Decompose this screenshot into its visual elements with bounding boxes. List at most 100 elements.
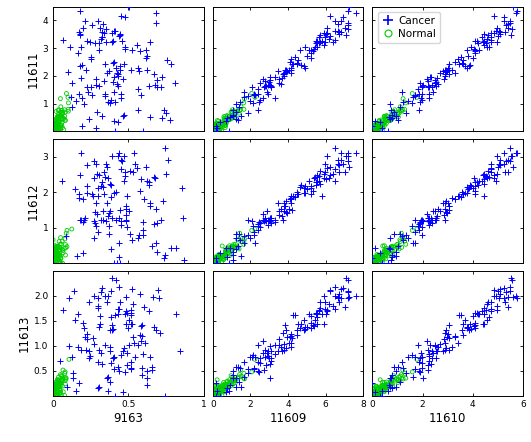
Point (463, 325, 471, 332)
Point (108, 325, 117, 332)
Point (231, 243, 239, 250)
Point (441, 200, 450, 207)
Point (50, 258, 58, 265)
Point (389, 114, 397, 121)
Point (487, 36, 495, 43)
Point (459, 321, 467, 328)
Point (224, 388, 233, 395)
Point (378, 121, 387, 128)
Point (375, 121, 383, 128)
Point (218, 255, 227, 262)
Point (479, 172, 487, 179)
Point (373, 389, 381, 396)
Point (369, 128, 377, 135)
Point (95, 47, 103, 54)
Point (209, 392, 217, 399)
Point (215, 257, 223, 264)
Point (474, 310, 482, 317)
Point (210, 388, 219, 395)
Point (219, 385, 227, 392)
Point (337, 295, 345, 302)
Point (381, 113, 390, 120)
Point (67, 94, 75, 101)
Point (232, 383, 240, 390)
Point (369, 257, 377, 264)
Point (228, 106, 237, 113)
Point (158, 114, 167, 122)
Point (415, 90, 424, 97)
Point (49, 260, 57, 267)
Point (286, 193, 295, 200)
Point (254, 358, 263, 365)
Point (108, 59, 117, 66)
X-axis label: 9163: 9163 (114, 412, 143, 425)
Point (70, 288, 78, 295)
Point (116, 221, 125, 229)
Point (381, 252, 390, 259)
Point (235, 378, 243, 385)
Point (56, 251, 64, 259)
Point (386, 245, 395, 252)
Point (473, 309, 481, 316)
Point (143, 52, 151, 59)
Point (209, 389, 217, 396)
Point (217, 252, 225, 259)
Point (424, 95, 433, 102)
Point (451, 58, 459, 65)
Point (103, 164, 112, 171)
Point (51, 392, 59, 399)
Point (87, 56, 95, 63)
Point (145, 113, 154, 120)
Point (219, 379, 228, 386)
Point (65, 294, 73, 301)
Point (49, 254, 57, 261)
Point (215, 254, 223, 261)
Point (209, 389, 217, 396)
Point (378, 252, 387, 259)
Point (53, 388, 61, 395)
Point (56, 234, 65, 241)
Point (513, 294, 521, 301)
Point (179, 215, 187, 222)
Point (142, 163, 151, 170)
Point (382, 385, 390, 392)
Point (373, 251, 381, 258)
Point (49, 128, 57, 135)
Point (213, 254, 222, 261)
Point (215, 128, 224, 135)
Point (122, 205, 131, 212)
Point (280, 200, 288, 207)
Point (221, 247, 230, 254)
Point (331, 17, 340, 24)
Point (84, 116, 93, 123)
Point (98, 361, 107, 368)
Point (470, 38, 479, 45)
Point (112, 277, 121, 284)
Point (52, 248, 61, 255)
Point (379, 385, 387, 392)
Point (500, 17, 509, 24)
Point (264, 354, 273, 362)
Point (256, 96, 265, 103)
Point (291, 53, 299, 60)
Point (316, 32, 324, 39)
Point (426, 361, 435, 368)
Point (479, 38, 487, 45)
Point (326, 288, 335, 295)
Point (248, 353, 256, 360)
Point (321, 38, 330, 46)
Point (250, 91, 258, 98)
Point (212, 122, 221, 130)
Point (373, 384, 382, 391)
Point (221, 248, 230, 255)
Point (152, 220, 161, 227)
Point (250, 91, 258, 98)
Point (87, 83, 95, 90)
Point (371, 259, 379, 266)
Point (261, 347, 269, 354)
Point (310, 175, 318, 182)
Point (371, 125, 379, 132)
Point (78, 95, 87, 102)
Point (237, 238, 245, 245)
Point (237, 113, 246, 120)
